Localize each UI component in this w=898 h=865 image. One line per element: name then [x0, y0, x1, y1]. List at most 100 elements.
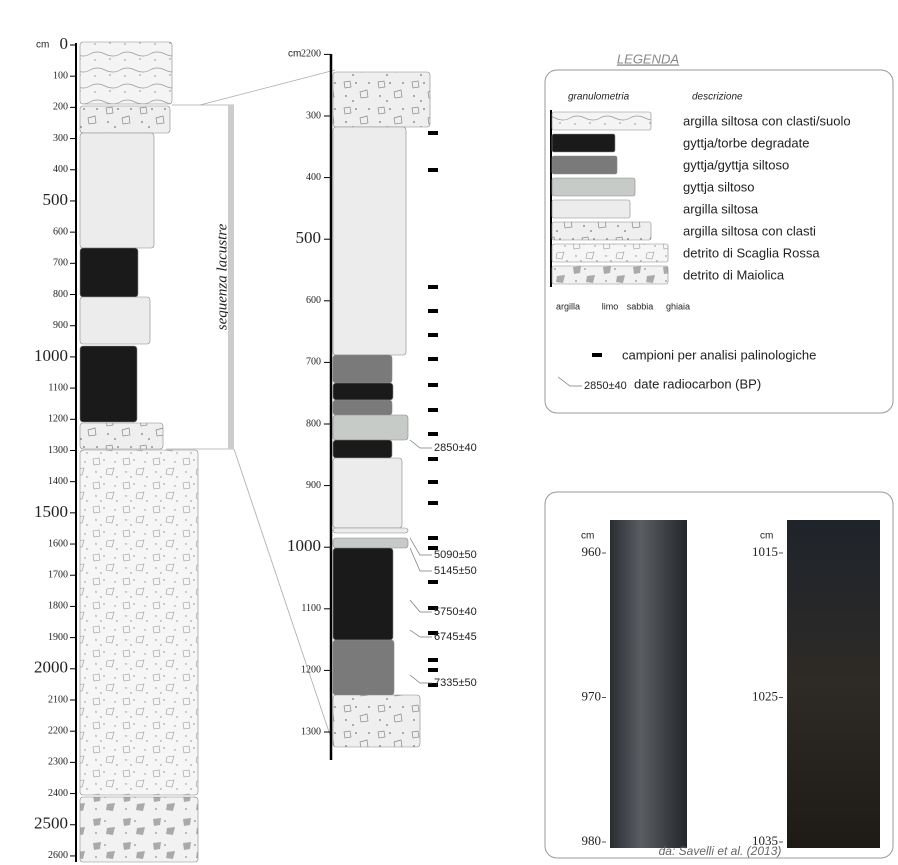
tick-label: 300	[306, 110, 321, 121]
sample-mark	[428, 480, 438, 484]
photo	[610, 520, 687, 848]
tick-label: 1015	[752, 544, 778, 559]
layer	[333, 458, 402, 528]
legend-swatch	[552, 178, 635, 196]
tick-label: 2200	[48, 725, 68, 736]
legend-item: argilla siltosa con clasti/suolo	[683, 113, 851, 128]
tick-label: 2600	[48, 850, 68, 861]
tick-label: 2100	[48, 694, 68, 705]
tick-label: 900	[53, 320, 68, 331]
legend-item: argilla siltosa	[683, 201, 759, 216]
grain-size-label: argilla	[556, 301, 580, 311]
tick-label: 1800	[48, 601, 68, 612]
layer	[333, 355, 392, 383]
sample-mark	[428, 357, 438, 361]
layer	[333, 548, 393, 640]
tick-label: 970	[582, 688, 602, 703]
legend-item: gyttja/torbe degradate	[683, 135, 809, 150]
tick-label: 700	[306, 357, 321, 368]
tick-label: 400	[53, 164, 68, 175]
connector	[200, 70, 335, 105]
tick-label: 1400	[48, 476, 68, 487]
sample-mark	[428, 432, 438, 436]
layer	[333, 538, 408, 548]
date-label: 5750±40	[434, 606, 477, 618]
tick-label: 1300	[48, 445, 68, 456]
legend-date-label: date radiocarbon (BP)	[634, 376, 761, 391]
sample-mark	[428, 131, 438, 135]
tick-label: 0	[60, 34, 69, 53]
layer	[80, 297, 150, 344]
legend-title: LEGENDA	[617, 51, 679, 66]
legend-swatch	[552, 156, 617, 174]
figure: LEGENDA sequenza lacustre da: Savelli et…	[0, 0, 898, 865]
tick-label: 500	[43, 190, 69, 209]
layer	[80, 797, 198, 862]
tick-label: 900	[306, 480, 321, 491]
date-label: 5090±50	[434, 549, 477, 561]
tick-label: 1300	[301, 726, 321, 737]
layer	[333, 383, 393, 400]
sample-mark	[428, 408, 438, 412]
tick-label: 1000	[287, 536, 321, 555]
sample-mark	[428, 536, 438, 540]
legend-header: granulometria	[568, 92, 630, 103]
tick-label: 1700	[48, 570, 68, 581]
tick-label: 960	[582, 544, 602, 559]
tick-label: 1035	[752, 833, 778, 848]
legend-swatch	[552, 266, 668, 284]
layer	[333, 640, 394, 695]
leader	[410, 548, 432, 571]
layer	[333, 415, 408, 440]
tick-label: 1025	[752, 688, 778, 703]
tick-label: 2500	[34, 814, 68, 833]
layer	[333, 528, 408, 533]
grain-size-label: limo	[602, 301, 619, 311]
legend-item: gyttja siltoso	[683, 179, 755, 194]
axis-unit: cm	[36, 40, 49, 51]
sample-mark	[428, 309, 438, 313]
sample-mark	[592, 353, 602, 357]
legend-date-example: 2850±40	[584, 380, 627, 392]
tick-label: 700	[53, 258, 68, 269]
tick-label: 600	[306, 295, 321, 306]
tick-label: 1100	[301, 603, 321, 614]
sample-mark	[428, 501, 438, 505]
photo	[787, 520, 880, 848]
tick-label: 2000	[34, 658, 68, 677]
sample-mark	[428, 285, 438, 289]
layer	[80, 42, 172, 104]
tick-label: 600	[53, 226, 68, 237]
tick-label: 800	[53, 289, 68, 300]
date-label: 2850±40	[434, 442, 477, 454]
tick-label: 500	[296, 228, 322, 247]
sequence-bar	[228, 105, 234, 449]
layer	[333, 127, 406, 355]
layer	[80, 346, 137, 422]
leader	[410, 440, 432, 448]
axis-unit: cm	[760, 531, 773, 542]
legend-swatch	[552, 244, 668, 262]
sample-mark	[428, 168, 438, 172]
tick-label: 2200	[301, 49, 321, 60]
layer	[80, 450, 198, 795]
date-label: 7335±50	[434, 677, 477, 689]
legend-swatch	[552, 112, 651, 130]
legend-samples: campioni per analisi palinologiche	[622, 347, 816, 362]
legend-header: descrizione	[692, 92, 743, 103]
tick-label: 100	[53, 70, 68, 81]
tick-label: 200	[53, 102, 68, 113]
legend-item: detrito di Scaglia Rossa	[683, 245, 820, 260]
tick-label: 1600	[48, 538, 68, 549]
tick-label: 800	[306, 418, 321, 429]
date-label: 5145±50	[434, 565, 477, 577]
legend-item: argilla siltosa con clasti	[683, 223, 816, 238]
layer	[333, 72, 430, 127]
legend-item: detrito di Maiolica	[683, 267, 785, 282]
legend-swatch	[552, 222, 651, 240]
tick-label: 300	[53, 133, 68, 144]
layer	[80, 423, 163, 449]
tick-label: 1100	[48, 382, 68, 393]
tick-label: 1000	[34, 346, 68, 365]
sample-mark	[428, 383, 438, 387]
